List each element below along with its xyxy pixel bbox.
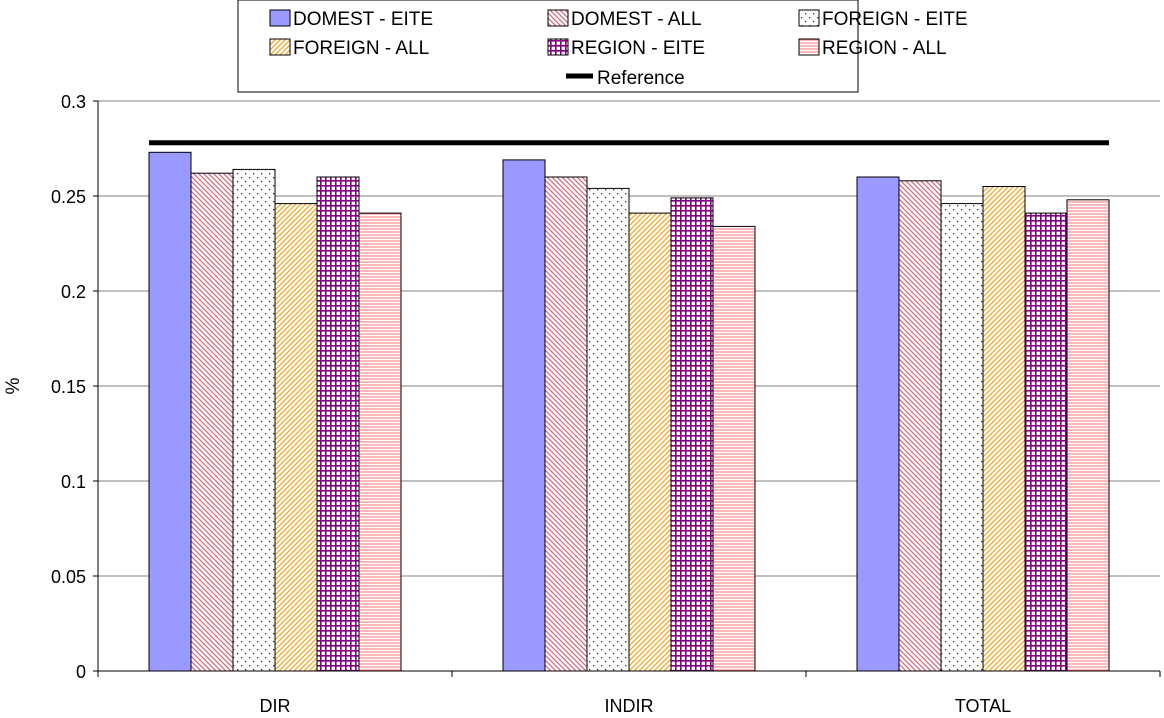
bar-region-all-indir — [712, 225, 756, 672]
y-tick-label: 0.3 — [61, 92, 86, 112]
bars — [148, 151, 1110, 672]
y-tick-label: 0 — [76, 662, 86, 682]
bar-foreign-all-indir — [628, 212, 672, 672]
bar-foreign-all-dir — [274, 203, 318, 672]
legend-swatch — [547, 9, 569, 27]
x-axis-ticks: DIR INDIR TOTAL — [97, 671, 1161, 716]
bar-region-all-total — [1066, 199, 1110, 672]
bar-foreign-eite-total — [940, 203, 984, 672]
legend-label: FOREIGN - ALL — [293, 38, 429, 59]
legend-label: FOREIGN - EITE — [822, 9, 968, 30]
legend-swatch — [547, 38, 569, 56]
x-tick-label: DIR — [260, 696, 291, 716]
bar-foreign-all-total — [982, 186, 1026, 672]
legend-swatch — [269, 38, 291, 56]
y-tick-label: 0.15 — [51, 377, 86, 397]
x-tick-label: INDIR — [605, 696, 654, 716]
bar-domest-all-total — [898, 180, 942, 672]
bar-domest-all-dir — [190, 172, 234, 672]
y-axis-title: % — [3, 377, 24, 394]
bar-foreign-eite-indir — [586, 187, 630, 672]
bar-domest-all-indir — [544, 176, 588, 672]
legend-label: Reference — [597, 68, 685, 89]
legend: DOMEST - EITE DOMEST - ALL FOREIGN - EITE F… — [237, 0, 968, 93]
bar-domest-eite-total — [856, 176, 900, 672]
y-axis-ticks: 0 0.05 0.1 0.15 0.2 0.25 0.3 — [51, 92, 98, 682]
bar-foreign-eite-dir — [232, 168, 276, 672]
legend-swatch — [269, 9, 291, 27]
bar-region-eite-dir — [316, 176, 360, 672]
x-tick-label: TOTAL — [955, 696, 1011, 716]
y-tick-label: 0.05 — [51, 567, 86, 587]
legend-swatch — [798, 9, 820, 27]
y-tick-label: 0.2 — [61, 282, 86, 302]
bar-region-all-dir — [358, 212, 402, 672]
bar-domest-eite-indir — [502, 159, 546, 672]
legend-label: DOMEST - EITE — [293, 9, 433, 30]
bar-domest-eite-dir — [148, 151, 192, 672]
legend-label: DOMEST - ALL — [571, 9, 702, 30]
bar-region-eite-total — [1024, 212, 1068, 672]
legend-swatch — [798, 38, 820, 56]
legend-label: REGION - EITE — [571, 38, 705, 59]
legend-label: REGION - ALL — [822, 38, 947, 59]
y-tick-label: 0.1 — [61, 472, 86, 492]
bar-region-eite-indir — [670, 197, 714, 672]
y-tick-label: 0.25 — [51, 187, 86, 207]
